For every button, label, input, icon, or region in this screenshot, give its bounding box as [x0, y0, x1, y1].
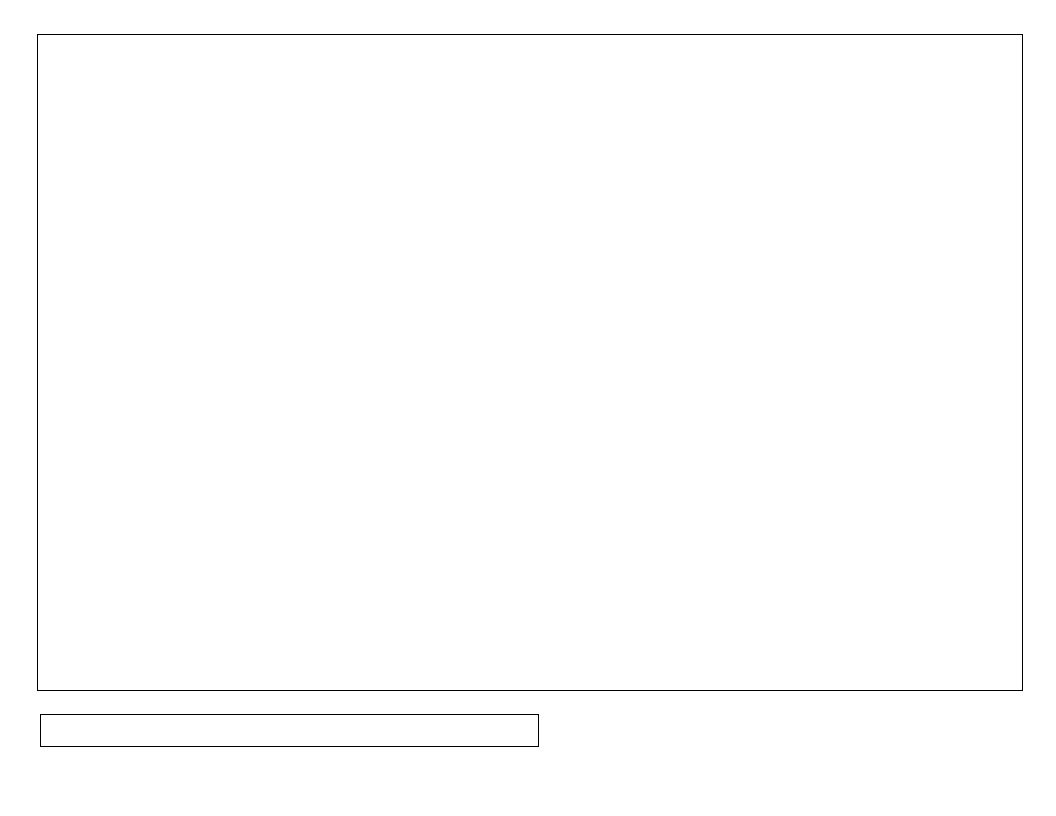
wind-map-canvas [38, 35, 1022, 690]
colorbar-gradient [40, 714, 539, 747]
map-frame [37, 34, 1023, 691]
